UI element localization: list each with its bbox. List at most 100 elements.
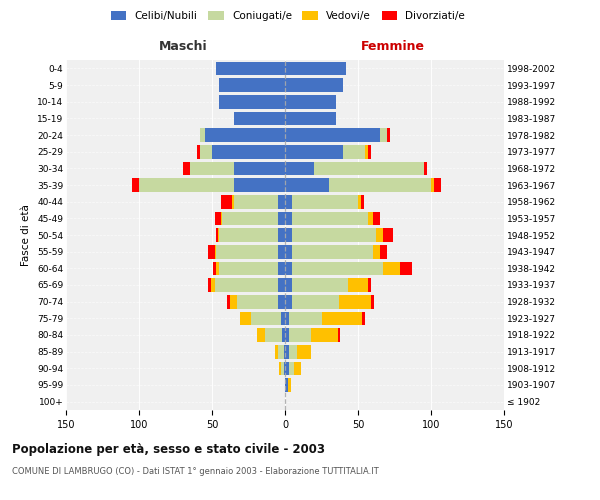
- Bar: [285, 278, 292, 292]
- Bar: [371, 295, 374, 308]
- Bar: [348, 278, 368, 292]
- Bar: [292, 245, 373, 258]
- Bar: [220, 262, 278, 275]
- Bar: [424, 162, 427, 175]
- Bar: [278, 228, 285, 242]
- Bar: [220, 228, 278, 242]
- Bar: [220, 78, 285, 92]
- Bar: [285, 378, 288, 392]
- Bar: [265, 328, 282, 342]
- Bar: [285, 112, 336, 125]
- Text: Popolazione per età, sesso e stato civile - 2003: Popolazione per età, sesso e stato civil…: [12, 442, 325, 456]
- Bar: [338, 328, 340, 342]
- Bar: [285, 145, 343, 158]
- Bar: [284, 362, 285, 375]
- Bar: [234, 162, 285, 175]
- Bar: [285, 162, 314, 175]
- Bar: [361, 195, 364, 208]
- Bar: [278, 245, 285, 258]
- Bar: [294, 362, 301, 375]
- Bar: [285, 262, 292, 275]
- Bar: [200, 128, 205, 142]
- Bar: [237, 295, 278, 308]
- Bar: [285, 128, 380, 142]
- Bar: [200, 145, 212, 158]
- Bar: [329, 178, 431, 192]
- Bar: [234, 178, 285, 192]
- Bar: [365, 145, 368, 158]
- Bar: [190, 162, 234, 175]
- Bar: [343, 145, 365, 158]
- Bar: [278, 195, 285, 208]
- Bar: [373, 245, 380, 258]
- Bar: [278, 212, 285, 225]
- Bar: [289, 362, 294, 375]
- Bar: [131, 178, 139, 192]
- Bar: [227, 295, 230, 308]
- Bar: [292, 262, 383, 275]
- Bar: [285, 362, 289, 375]
- Bar: [281, 312, 285, 325]
- Bar: [208, 278, 211, 292]
- Bar: [285, 195, 292, 208]
- Bar: [314, 162, 424, 175]
- Bar: [285, 178, 329, 192]
- Bar: [285, 95, 336, 108]
- Bar: [222, 212, 278, 225]
- Bar: [221, 212, 222, 225]
- Bar: [234, 112, 285, 125]
- Bar: [217, 62, 285, 75]
- Bar: [285, 328, 289, 342]
- Bar: [292, 295, 339, 308]
- Bar: [183, 162, 190, 175]
- Bar: [240, 312, 251, 325]
- Bar: [339, 295, 371, 308]
- Bar: [288, 378, 291, 392]
- Bar: [139, 178, 234, 192]
- Bar: [215, 278, 278, 292]
- Bar: [400, 262, 412, 275]
- Bar: [311, 328, 338, 342]
- Bar: [205, 128, 285, 142]
- Bar: [278, 295, 285, 308]
- Bar: [285, 228, 292, 242]
- Bar: [220, 95, 285, 108]
- Bar: [234, 195, 278, 208]
- Bar: [362, 312, 365, 325]
- Bar: [279, 362, 281, 375]
- Bar: [214, 262, 217, 275]
- Bar: [358, 195, 361, 208]
- Text: Femmine: Femmine: [361, 40, 425, 52]
- Bar: [217, 228, 218, 242]
- Bar: [217, 245, 278, 258]
- Bar: [215, 212, 221, 225]
- Bar: [376, 228, 383, 242]
- Bar: [275, 345, 278, 358]
- Legend: Celibi/Nubili, Coniugati/e, Vedovi/e, Divorziati/e: Celibi/Nubili, Coniugati/e, Vedovi/e, Di…: [107, 8, 469, 24]
- Bar: [373, 212, 380, 225]
- Bar: [285, 62, 346, 75]
- Bar: [285, 295, 292, 308]
- Bar: [292, 278, 348, 292]
- Bar: [289, 328, 311, 342]
- Bar: [230, 295, 237, 308]
- Bar: [285, 78, 343, 92]
- Bar: [278, 345, 284, 358]
- Bar: [221, 195, 232, 208]
- Bar: [232, 195, 234, 208]
- Bar: [282, 328, 285, 342]
- Bar: [218, 228, 220, 242]
- Bar: [368, 145, 371, 158]
- Bar: [292, 228, 376, 242]
- Bar: [285, 245, 292, 258]
- Bar: [284, 345, 285, 358]
- Bar: [292, 212, 368, 225]
- Bar: [257, 328, 265, 342]
- Text: Maschi: Maschi: [158, 40, 208, 52]
- Bar: [431, 178, 434, 192]
- Text: COMUNE DI LAMBRUGO (CO) - Dati ISTAT 1° gennaio 2003 - Elaborazione TUTTITALIA.I: COMUNE DI LAMBRUGO (CO) - Dati ISTAT 1° …: [12, 468, 379, 476]
- Bar: [368, 278, 371, 292]
- Bar: [380, 245, 387, 258]
- Bar: [296, 345, 311, 358]
- Bar: [281, 362, 284, 375]
